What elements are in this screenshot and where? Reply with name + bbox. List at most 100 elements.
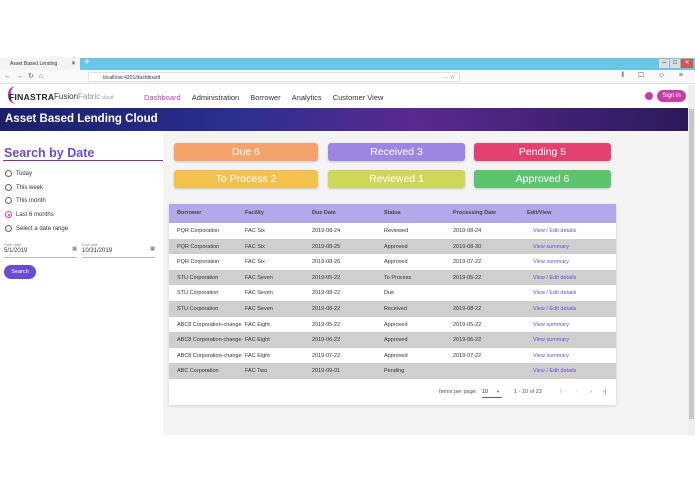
first-page-icon[interactable]: |‹ <box>560 389 564 395</box>
calendar-icon[interactable]: ▦ <box>72 246 77 252</box>
cell: Approved <box>384 337 408 344</box>
user-icon[interactable] <box>645 92 653 100</box>
view-link[interactable]: View / Edit details <box>533 306 577 312</box>
search-button[interactable]: Search <box>4 265 36 279</box>
radio-label: This month <box>16 197 46 204</box>
cell: 2019-05-22 <box>453 274 482 281</box>
radio-label: Today <box>16 170 33 177</box>
cell: 2019-05-22 <box>453 321 482 328</box>
table-row: PQR Corporation FAC Six 2019-08-24 Reviewed… <box>169 223 616 239</box>
nav-borrower[interactable]: Borrower <box>250 93 281 102</box>
view-link[interactable]: View summary <box>533 321 569 328</box>
prev-page-icon[interactable]: ‹ <box>576 389 578 395</box>
radio-this-month[interactable]: This month <box>5 197 46 204</box>
nav-customer-view[interactable]: Customer View <box>332 93 384 102</box>
cell: FAC Eight <box>245 337 270 344</box>
radio-this-week[interactable]: This week <box>5 184 43 191</box>
cell: STU Corporation <box>177 274 219 281</box>
end-date-input[interactable]: 10/31/2019 ▦ <box>82 246 155 258</box>
column-header[interactable]: Due Date <box>312 210 336 216</box>
radio-label: This week <box>16 184 44 191</box>
start-date-value: 5/1/2019 <box>4 248 28 254</box>
cell: View / Edit details <box>533 290 576 296</box>
cell: 2019-07-22 <box>312 352 341 359</box>
items-per-page-select[interactable]: 10 ▼ <box>482 389 502 398</box>
column-header[interactable]: Status <box>384 210 401 216</box>
page-scrollbar[interactable] <box>688 85 695 435</box>
card-to-process[interactable]: To Process 2 <box>174 170 318 188</box>
items-per-page-label: Items per page: <box>439 389 478 395</box>
card-due[interactable]: Due 6 <box>174 143 318 161</box>
card-approved[interactable]: Approved 6 <box>474 170 611 188</box>
radio-date-range[interactable]: Select a date range <box>5 225 68 232</box>
address-bar: ←→↻⌂ localhost:4201/dashboard ··· ☆ ⫴ ▢ ☺… <box>0 70 695 84</box>
cell: FAC Eight <box>245 352 270 359</box>
maximize-icon[interactable]: □ <box>670 59 680 68</box>
view-link[interactable]: View / Edit details <box>533 274 577 281</box>
nav-dashboard[interactable]: Dashboard <box>144 93 181 102</box>
table-row: STU Corporation FAC Seven 2019-08-22 Receiv… <box>169 301 616 317</box>
cell: View summary <box>533 337 569 343</box>
close-window-icon[interactable]: ✕ <box>681 59 693 68</box>
table-row: ABC8 Corporation-change FAC Eight 2019-07-… <box>169 348 616 364</box>
column-header[interactable]: Facility <box>245 210 264 216</box>
view-link[interactable]: View summary <box>533 337 569 344</box>
next-page-icon[interactable]: › <box>590 389 592 395</box>
start-date-label: Start date <box>4 242 22 247</box>
card-received[interactable]: Received 3 <box>328 143 465 161</box>
table-header: Borrower Facility Due Date Status Processing… <box>169 204 616 223</box>
cell: FAC Six <box>245 259 265 266</box>
close-tab-icon[interactable]: ✕ <box>70 61 76 67</box>
browser-tab[interactable]: Asset Based Lending ✕ <box>0 58 80 70</box>
column-header[interactable]: Edit/View <box>527 210 552 216</box>
last-page-icon[interactable]: ›| <box>603 389 607 395</box>
browser-toolbar-icons[interactable]: ⫴ ▢ ☺ ≡ <box>621 72 689 79</box>
brand-logo[interactable]: FINASTRA <box>9 92 55 102</box>
card-pending[interactable]: Pending 5 <box>474 143 611 161</box>
column-header[interactable]: Processing Date <box>453 210 497 216</box>
view-link[interactable]: View / Edit details <box>533 290 577 297</box>
fusionfabric-logo: FusionFabric.cloud <box>54 92 114 101</box>
card-reviewed[interactable]: Reviewed 1 <box>328 170 465 188</box>
cell: Received <box>384 306 407 312</box>
nav-analytics[interactable]: Analytics <box>291 93 322 102</box>
start-date-input[interactable]: 5/1/2019 ▦ <box>4 246 77 258</box>
view-link[interactable]: View / Edit details <box>533 368 577 375</box>
calendar-icon[interactable]: ▦ <box>150 246 155 252</box>
search-title: Search by Date <box>4 146 95 160</box>
cell: Approved <box>384 259 408 266</box>
table-row: ABC8 Corporation-change FAC Eight 2019-06-… <box>169 332 616 348</box>
cell: 2019-07-22 <box>453 352 482 359</box>
nav-administration[interactable]: Administration <box>191 93 240 102</box>
finastra-logo-icon <box>8 86 22 104</box>
cell: 2019-08-24 <box>312 228 341 234</box>
radio-today[interactable]: Today <box>5 170 32 177</box>
sign-in-button[interactable]: Sign in <box>657 90 686 102</box>
view-link[interactable]: View summary <box>533 259 569 266</box>
cell: 2019-08-22 <box>312 290 341 297</box>
forward-icon[interactable]: → <box>16 73 28 80</box>
cell: View / Edit details <box>533 228 576 234</box>
cell: Due <box>384 290 395 297</box>
view-link[interactable]: View / Edit details <box>533 228 577 234</box>
minimize-icon[interactable]: – <box>659 59 669 68</box>
new-tab-icon[interactable]: + <box>84 57 90 68</box>
cell: FAC Seven <box>245 306 273 312</box>
view-link[interactable]: View summary <box>533 352 569 359</box>
table-row: STU Corporation FAC Seven 2019-08-22 Due Vie… <box>169 285 616 301</box>
url-input[interactable]: localhost:4201/dashboard ··· ☆ <box>88 72 460 82</box>
radio-last-6-months[interactable]: Last 6 months <box>5 211 54 218</box>
back-icon[interactable]: ← <box>4 73 16 80</box>
reload-icon[interactable]: ↻ <box>28 73 39 80</box>
cell: View / Edit details <box>533 306 576 312</box>
page-range: 1 - 10 of 23 <box>514 389 542 395</box>
cell: 2019-06-22 <box>312 337 341 344</box>
cell: 2019-08-24 <box>453 228 482 234</box>
view-link[interactable]: View summary <box>533 243 569 250</box>
cell: FAC Two <box>245 368 268 375</box>
home-icon[interactable]: ⌂ <box>38 73 49 80</box>
column-header[interactable]: Borrower <box>177 210 202 216</box>
facility-table: Borrower Facility Due Date Status Processing… <box>169 204 616 405</box>
bookmark-star-icon[interactable]: ··· ☆ <box>441 75 455 81</box>
cell: 2019-09-01 <box>312 368 341 375</box>
